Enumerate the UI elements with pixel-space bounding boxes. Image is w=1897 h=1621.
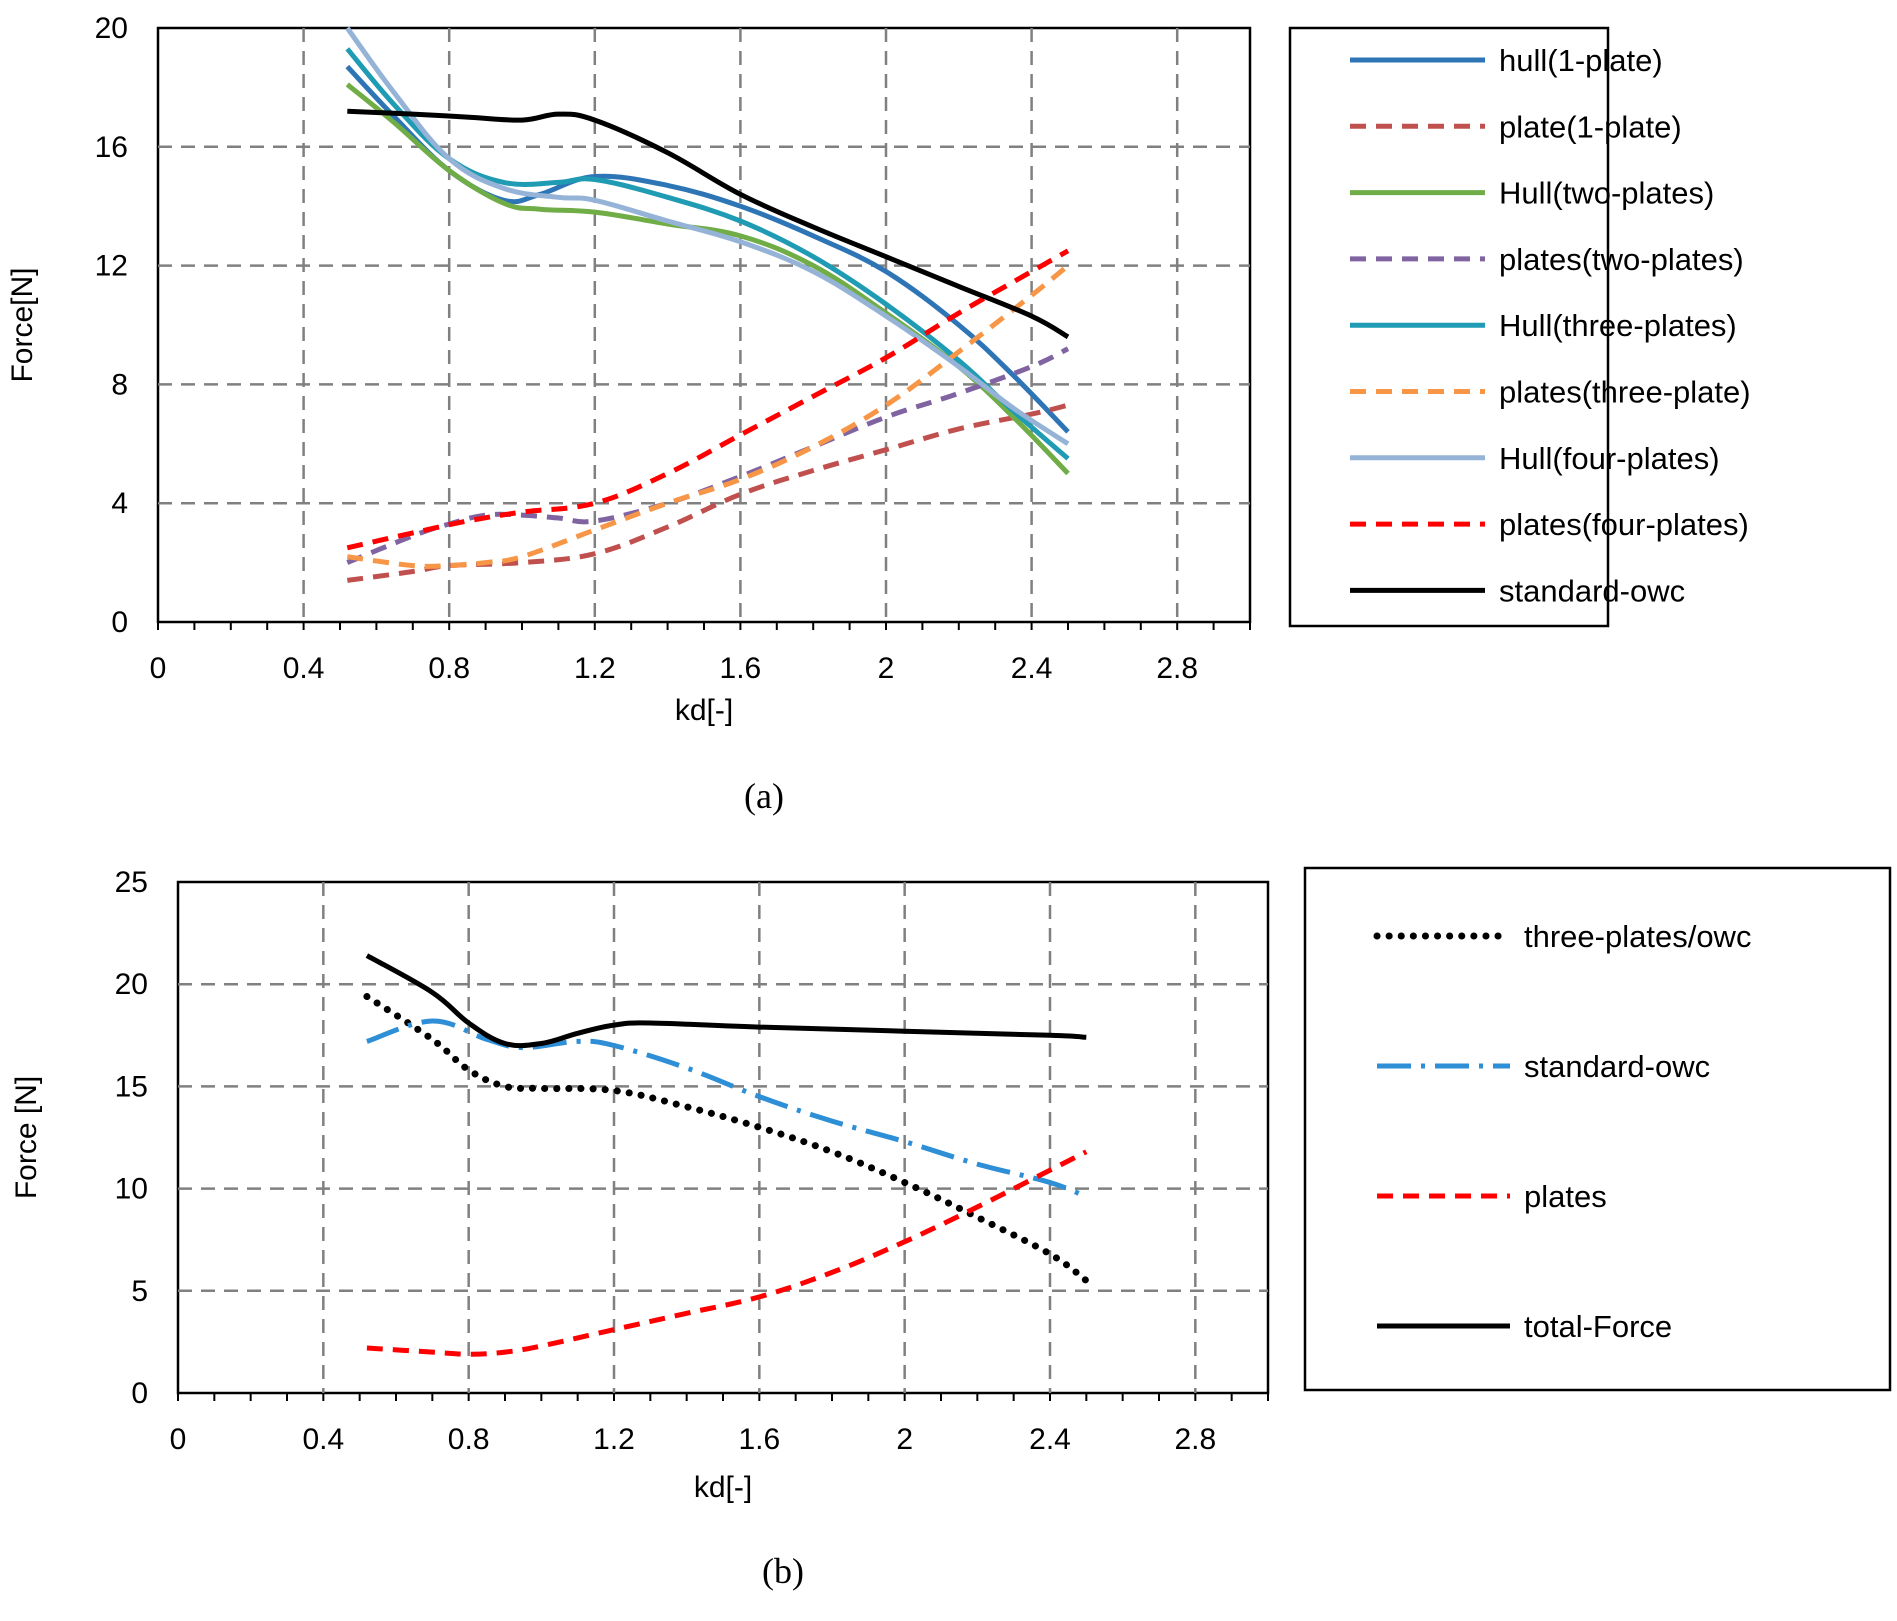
y-axis-label: Force [N] xyxy=(10,1076,43,1199)
grid xyxy=(158,28,1250,622)
series-line-hull(1-plate) xyxy=(345,64,1070,434)
series-line-plates(three-plate) xyxy=(346,263,1070,569)
legend-label: three-plates/owc xyxy=(1524,919,1751,954)
series-line-Hull(four-plates) xyxy=(345,26,1070,446)
series-line-total-Force xyxy=(365,953,1087,1049)
legend-label: plates(two-plates) xyxy=(1499,242,1744,277)
x-tick-label: 0 xyxy=(170,1423,187,1456)
legend-label: hull(1-plate) xyxy=(1499,43,1663,78)
plot-area xyxy=(176,880,1270,1395)
legend-box xyxy=(1303,866,1892,1392)
legend: hull(1-plate) plate(1-plate) Hull(two-plat… xyxy=(1288,26,1751,628)
x-tick-label: 0.4 xyxy=(283,652,325,685)
legend-label: Hull(three-plates) xyxy=(1499,308,1737,343)
y-tick-label: 8 xyxy=(111,368,128,401)
series-group xyxy=(345,26,1070,583)
x-tick-label: 2.8 xyxy=(1174,1423,1216,1456)
y-tick-label: 20 xyxy=(95,12,128,45)
chart-a: 0 0.4 0.8 1.2 1.6 2 2.4 2.8 0 4 8 12 16 20 kd[-] Force[… xyxy=(6,12,1751,816)
y-tick-label: 0 xyxy=(111,606,128,639)
x-tick-label: 1.6 xyxy=(738,1423,780,1456)
y-tick-label: 4 xyxy=(111,487,128,520)
legend-label: plates(four-plates) xyxy=(1499,507,1749,542)
x-tick-label: 0.8 xyxy=(448,1423,490,1456)
x-tick-label: 2 xyxy=(878,652,895,685)
y-tick-label: 20 xyxy=(115,968,148,1001)
y-tick-label: 15 xyxy=(115,1070,148,1103)
x-tick-label: 0 xyxy=(150,652,167,685)
series-line-standard-owc xyxy=(347,108,1070,340)
legend-label: Hull(four-plates) xyxy=(1499,441,1720,476)
y-tick-label: 25 xyxy=(115,866,148,899)
x-tick-label: 1.2 xyxy=(593,1423,635,1456)
x-tick-label: 2.8 xyxy=(1156,652,1198,685)
y-tick-label: 16 xyxy=(95,131,128,164)
legend-label: standard-owc xyxy=(1524,1049,1710,1084)
legend-label: plates xyxy=(1524,1179,1607,1214)
x-tick-label: 2.4 xyxy=(1029,1423,1071,1456)
series-line-Hull(two-plates) xyxy=(345,82,1070,476)
x-axis-label: kd[-] xyxy=(675,694,733,727)
legend: three-plates/owc standard-owc plates total-… xyxy=(1303,866,1892,1392)
series-line-plates(four-plates) xyxy=(346,248,1070,551)
legend-label: plates(three-plate) xyxy=(1499,375,1751,410)
y-tick-label: 5 xyxy=(131,1275,148,1308)
plot-area xyxy=(156,26,1252,624)
x-tick-label: 0.8 xyxy=(428,652,470,685)
x-axis-label: kd[-] xyxy=(694,1471,752,1504)
panel-label: (a) xyxy=(744,776,784,816)
series-line-three-plates/owc xyxy=(363,993,1090,1285)
y-tick-label: 0 xyxy=(131,1377,148,1410)
series-line-plates xyxy=(366,1149,1088,1357)
series-line-Hull(three-plates) xyxy=(345,47,1070,461)
x-tick-label: 2.4 xyxy=(1011,652,1053,685)
grid xyxy=(178,882,1268,1393)
series-line-plate(1-plate) xyxy=(346,402,1069,583)
y-tick-label: 10 xyxy=(115,1173,148,1206)
legend-label: total-Force xyxy=(1524,1309,1672,1344)
x-tick-label: 1.2 xyxy=(574,652,616,685)
series-group xyxy=(363,953,1090,1357)
y-axis-label: Force[N] xyxy=(6,267,39,382)
panel-label: (b) xyxy=(762,1551,804,1591)
series-line-standard-owc xyxy=(366,1018,1088,1200)
legend-label: Hull(two-plates) xyxy=(1499,176,1714,211)
x-tick-label: 2 xyxy=(896,1423,913,1456)
chart-b: 0 0.4 0.8 1.2 1.6 2 2.4 2.8 0 5 10 15 20 25 kd[-] Force… xyxy=(10,866,1892,1591)
legend-label: plate(1-plate) xyxy=(1499,109,1682,144)
y-tick-label: 12 xyxy=(95,250,128,283)
x-tick-label: 0.4 xyxy=(302,1423,344,1456)
series-line-plates(two-plates) xyxy=(346,346,1070,565)
x-tick-label: 1.6 xyxy=(720,652,762,685)
legend-label: standard-owc xyxy=(1499,573,1685,608)
